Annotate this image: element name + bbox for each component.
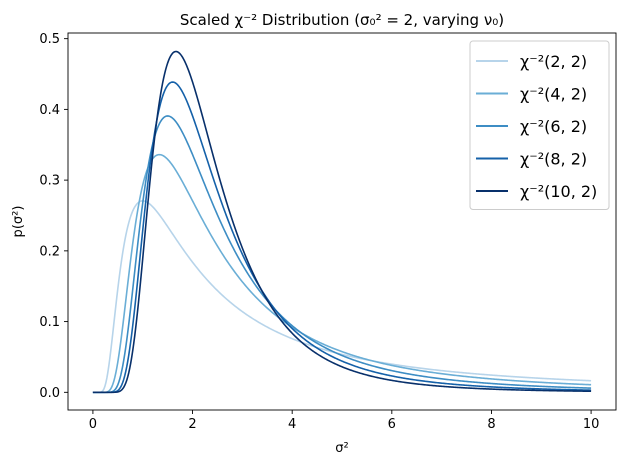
- axes-frame: [67, 32, 617, 411]
- series-line-3: [92, 81, 592, 394]
- legend-label-3: χ⁻²(8, 2): [520, 150, 587, 169]
- legend-label-2: χ⁻²(6, 2): [520, 117, 587, 136]
- x-axis-ticks: 0 2 4 6 8 10: [89, 410, 600, 432]
- legend-label-0: χ⁻²(2, 2): [520, 52, 587, 71]
- y-tick-label: 0.5: [39, 32, 60, 47]
- x-tick-label: 8: [487, 417, 495, 432]
- x-tick-label: 10: [583, 417, 600, 432]
- axes-border: [67, 32, 617, 411]
- y-tick-label: 0.2: [39, 244, 60, 259]
- y-tick-label: 0.0: [39, 386, 60, 401]
- y-tick-label: 0.1: [39, 315, 60, 330]
- x-tick-label: 2: [188, 417, 196, 432]
- x-axis-label: σ²: [335, 441, 348, 456]
- y-axis-label: p(σ²): [11, 206, 26, 238]
- series-line-1: [92, 153, 592, 394]
- x-tick-label: 0: [89, 417, 97, 432]
- legend-box: [469, 40, 610, 210]
- x-tick-label: 6: [388, 417, 396, 432]
- series-line-0: [92, 200, 592, 394]
- y-axis-ticks: 0.0 0.1 0.2 0.3 0.4 0.5: [39, 32, 68, 401]
- legend: χ⁻²(2, 2) χ⁻²(4, 2) χ⁻²(6, 2) χ⁻²(8, 2) χ⁻²(…: [469, 40, 610, 210]
- y-tick-label: 0.3: [39, 174, 60, 189]
- legend-label-4: χ⁻²(10, 2): [520, 182, 597, 201]
- series-line-2: [92, 115, 592, 394]
- series-line-4: [92, 50, 592, 394]
- chart-title: Scaled χ⁻² Distribution (σ₀² = 2, varyin…: [180, 11, 504, 29]
- series-group: [92, 50, 592, 394]
- legend-label-1: χ⁻²(4, 2): [520, 85, 587, 104]
- x-tick-label: 4: [288, 417, 296, 432]
- y-tick-label: 0.4: [39, 103, 60, 118]
